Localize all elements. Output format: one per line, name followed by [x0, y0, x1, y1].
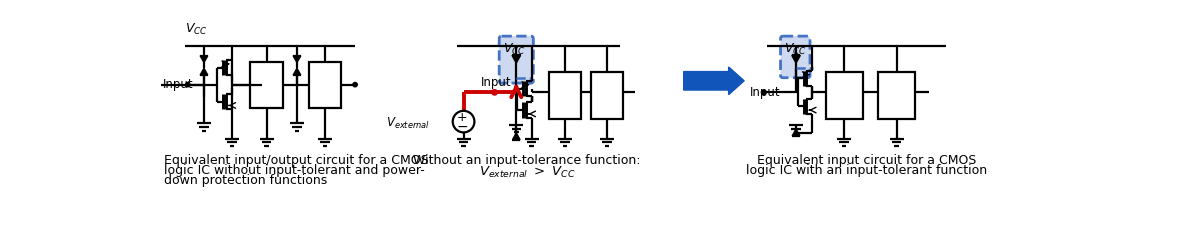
Text: Without an input-tolerance function:: Without an input-tolerance function: — [414, 154, 641, 167]
Polygon shape — [294, 56, 301, 63]
FancyArrow shape — [684, 67, 744, 95]
Text: +: + — [456, 111, 467, 124]
Polygon shape — [792, 55, 801, 63]
Circle shape — [492, 90, 498, 95]
FancyBboxPatch shape — [780, 36, 810, 78]
Text: $V_{CC}$: $V_{CC}$ — [185, 22, 208, 37]
Text: Input: Input — [750, 86, 780, 99]
Text: $V_{external}$ $>$ $V_{CC}$: $V_{external}$ $>$ $V_{CC}$ — [479, 165, 575, 180]
FancyBboxPatch shape — [499, 36, 533, 83]
Text: logic IC without input-tolerant and power-: logic IC without input-tolerant and powe… — [164, 164, 426, 177]
Text: $V_{CC}$: $V_{CC}$ — [784, 41, 808, 57]
Text: $V_{external}$: $V_{external}$ — [386, 116, 430, 132]
Circle shape — [185, 82, 190, 87]
Bar — [878, 72, 915, 118]
Text: Input: Input — [481, 76, 512, 89]
Text: Equivalent input/output circuit for a CMOS: Equivalent input/output circuit for a CM… — [164, 154, 429, 167]
Text: $V_{CC}$: $V_{CC}$ — [503, 41, 526, 57]
Bar — [825, 72, 863, 118]
Bar — [549, 72, 581, 118]
Polygon shape — [200, 68, 208, 75]
Text: Equivalent input circuit for a CMOS: Equivalent input circuit for a CMOS — [757, 154, 976, 167]
Polygon shape — [200, 56, 208, 63]
Bar — [309, 62, 341, 108]
Bar — [591, 72, 624, 118]
Text: Input: Input — [163, 78, 193, 91]
Text: down protection functions: down protection functions — [164, 174, 328, 187]
Text: logic IC with an input-tolerant function: logic IC with an input-tolerant function — [746, 164, 987, 177]
Circle shape — [353, 82, 357, 87]
Circle shape — [762, 90, 765, 95]
Polygon shape — [512, 55, 521, 63]
Bar — [250, 62, 283, 108]
Polygon shape — [513, 133, 520, 140]
Text: −: − — [456, 120, 468, 134]
Polygon shape — [792, 129, 799, 136]
Polygon shape — [294, 68, 301, 75]
